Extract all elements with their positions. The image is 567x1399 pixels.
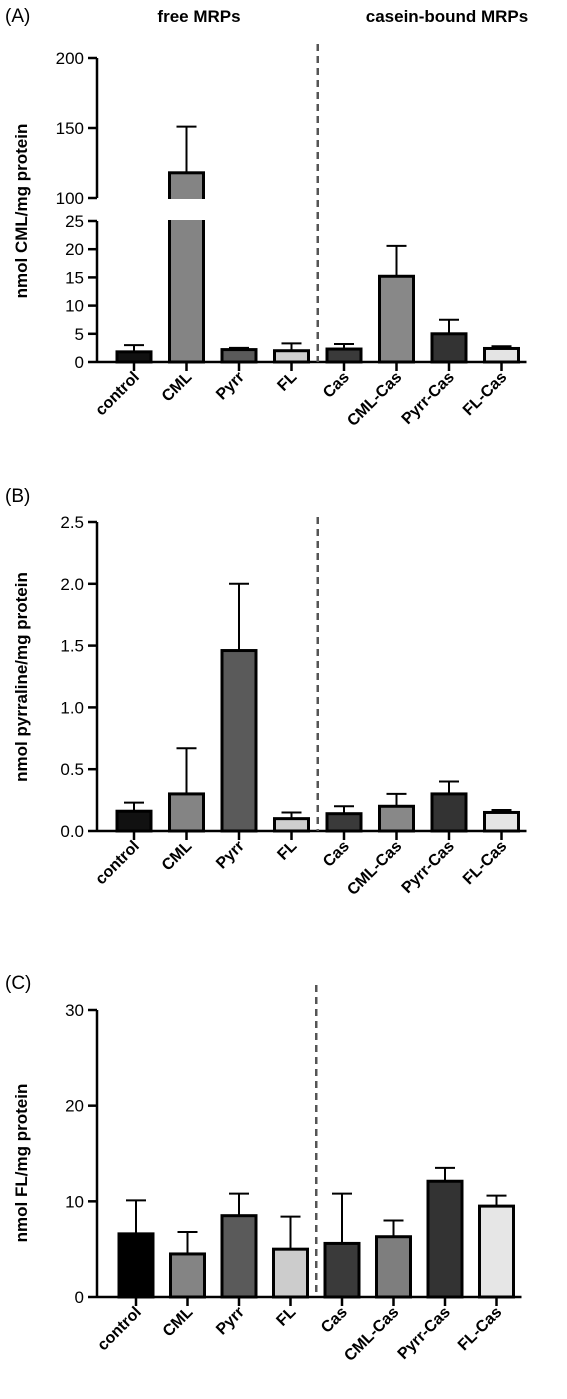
panel-b-ylabel: nmol pyrraline/mg protein <box>12 572 31 782</box>
x-tick-label: FL-Cas <box>455 1304 505 1354</box>
bar-control <box>117 1232 155 1299</box>
x-tick-label: FL <box>274 838 300 864</box>
x-tick-label: Cas <box>320 369 353 402</box>
y-tick-label: 200 <box>56 49 84 68</box>
bar-fl <box>273 349 310 364</box>
bar-pyrr-cas <box>430 792 468 833</box>
bar-fl <box>273 817 310 833</box>
x-tick-label: CML-Cas <box>341 1304 402 1365</box>
x-tick-label: Pyrr <box>213 369 248 404</box>
bar-fl-cas <box>478 1204 515 1299</box>
y-tick-label: 20 <box>65 1097 84 1116</box>
bar-cml <box>168 792 205 833</box>
x-tick-label: control <box>94 1304 144 1354</box>
bar-fl-cas <box>483 346 520 364</box>
y-tick-label: 10 <box>65 297 84 316</box>
y-tick-label: 2.5 <box>60 513 84 532</box>
axis-break-gap <box>166 199 207 220</box>
panel-a-label: (A) <box>5 6 30 27</box>
x-tick-label: CML <box>159 369 196 406</box>
bar-cml-cas <box>378 274 415 364</box>
bar-cas <box>323 1241 361 1299</box>
panel-b-label: (B) <box>5 486 30 507</box>
x-tick-label: Pyrr <box>213 1304 248 1339</box>
y-tick-label: 2.0 <box>60 575 84 594</box>
x-tick-label: CML <box>159 838 196 875</box>
y-tick-label: 150 <box>56 119 84 138</box>
y-tick-label: 25 <box>65 212 84 231</box>
x-tick-label: FL <box>274 369 300 395</box>
bar-pyrr-cas <box>426 1179 464 1299</box>
x-tick-label: FL-Cas <box>460 369 510 419</box>
y-tick-label: 0.0 <box>60 822 84 841</box>
x-tick-label: Pyrr <box>213 838 248 873</box>
free-mrps-title: free MRPs <box>157 7 240 26</box>
x-tick-label: Cas <box>318 1304 351 1337</box>
y-tick-label: 15 <box>65 268 84 287</box>
y-tick-label: 5 <box>75 325 84 344</box>
y-tick-label: 0.5 <box>60 760 84 779</box>
y-tick-label: 20 <box>65 240 84 259</box>
x-tick-label: Pyrr-Cas <box>395 1304 454 1363</box>
x-tick-label: control <box>92 838 142 888</box>
bar-pyrr <box>220 649 258 833</box>
bar-pyrr <box>220 1214 258 1299</box>
y-tick-label: 10 <box>65 1192 84 1211</box>
x-tick-label: CML <box>160 1304 197 1341</box>
x-tick-label: FL-Cas <box>460 838 510 888</box>
y-tick-label: 100 <box>56 189 84 208</box>
bar-control <box>115 809 153 833</box>
bar-fl-cas <box>483 810 520 833</box>
chart-panel-a: (A) nmol CML/mg protein 0 5 10 15 20 25 100 150… <box>5 6 527 430</box>
bar-control <box>115 350 153 364</box>
y-tick-label: 1.5 <box>60 637 84 656</box>
x-tick-label: FL <box>273 1304 299 1330</box>
x-tick-label: Pyrr-Cas <box>399 838 458 897</box>
x-tick-label: CML-Cas <box>344 838 405 899</box>
chart-panel-b: (B) nmol pyrraline/mg protein 0.0 0.5 1.0 1… <box>5 486 527 899</box>
casein-bound-mrps-title: casein-bound MRPs <box>366 7 528 26</box>
y-tick-label: 0 <box>75 1288 84 1307</box>
bar-fl <box>272 1247 309 1299</box>
bar-cas <box>325 812 363 833</box>
y-tick-label: 0 <box>75 353 84 372</box>
y-tick-label: 30 <box>65 1001 84 1020</box>
x-tick-label: Cas <box>320 838 353 871</box>
bar-cas <box>325 347 363 364</box>
panel-c-label: (C) <box>5 973 31 994</box>
panel-a-ylabel: nmol CML/mg protein <box>12 124 31 299</box>
x-tick-label: control <box>92 369 142 419</box>
x-tick-label: Pyrr-Cas <box>399 369 458 428</box>
bar-cml <box>169 1252 206 1299</box>
bar-cml-cas <box>378 804 415 833</box>
x-tick-label: CML-Cas <box>344 369 405 430</box>
bar-pyrr-cas <box>430 332 468 364</box>
y-tick-label: 1.0 <box>60 698 84 717</box>
panel-c-ylabel: nmol FL/mg protein <box>12 1084 31 1243</box>
chart-panel-c: (C) nmol FL/mg protein 0 10 20 30 control CML… <box>5 973 522 1365</box>
bar-pyrr <box>220 348 258 364</box>
bar-cml-cas <box>375 1235 412 1299</box>
